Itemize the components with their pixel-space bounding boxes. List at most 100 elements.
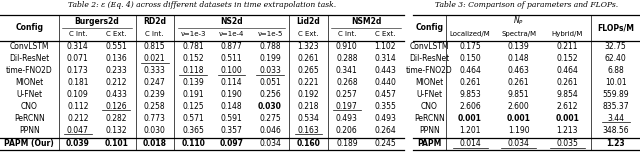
Text: 0.275: 0.275 xyxy=(259,114,281,123)
Text: 32.75: 32.75 xyxy=(605,42,627,51)
Text: NSM2d: NSM2d xyxy=(351,17,381,26)
Text: 0.355: 0.355 xyxy=(374,102,396,111)
Text: 0.014: 0.014 xyxy=(459,139,481,148)
Text: 0.101: 0.101 xyxy=(104,139,128,148)
Text: 0.357: 0.357 xyxy=(221,125,243,134)
Text: NS2d: NS2d xyxy=(220,17,243,26)
Text: 0.261: 0.261 xyxy=(298,54,319,63)
Text: 0.245: 0.245 xyxy=(374,139,396,148)
Text: Hybrid/M: Hybrid/M xyxy=(552,31,583,37)
Text: 0.571: 0.571 xyxy=(182,114,204,123)
Text: 0.199: 0.199 xyxy=(259,54,281,63)
Text: 0.464: 0.464 xyxy=(459,66,481,75)
Text: 0.493: 0.493 xyxy=(336,114,358,123)
Text: time-FNO2D: time-FNO2D xyxy=(6,66,52,75)
Text: 0.333: 0.333 xyxy=(144,66,166,75)
Text: 0.173: 0.173 xyxy=(67,66,89,75)
Text: 0.591: 0.591 xyxy=(221,114,243,123)
Text: 1.102: 1.102 xyxy=(374,42,396,51)
Text: $N_P$: $N_P$ xyxy=(513,15,524,27)
Text: MIONet: MIONet xyxy=(415,78,444,87)
Text: 0.118: 0.118 xyxy=(182,66,204,75)
Text: C Int.: C Int. xyxy=(337,31,356,37)
Text: 0.218: 0.218 xyxy=(298,102,319,111)
Text: 0.443: 0.443 xyxy=(374,66,396,75)
Text: 0.910: 0.910 xyxy=(336,42,358,51)
Text: 0.314: 0.314 xyxy=(67,42,89,51)
Text: 2.606: 2.606 xyxy=(459,102,481,111)
Text: 0.233: 0.233 xyxy=(106,66,127,75)
Text: 0.211: 0.211 xyxy=(556,42,578,51)
Text: CNO: CNO xyxy=(421,102,438,111)
Text: ν=1e-5: ν=1e-5 xyxy=(257,31,283,37)
Text: 3.44: 3.44 xyxy=(607,114,624,123)
Text: 0.034: 0.034 xyxy=(259,139,281,148)
Text: PPNN: PPNN xyxy=(19,125,40,134)
Text: 6.88: 6.88 xyxy=(607,66,624,75)
Text: 0.457: 0.457 xyxy=(374,90,396,99)
Text: 1.23: 1.23 xyxy=(607,139,625,148)
Text: PPNN: PPNN xyxy=(419,125,440,134)
Text: 0.265: 0.265 xyxy=(298,66,319,75)
Text: 0.773: 0.773 xyxy=(144,114,166,123)
Text: 0.071: 0.071 xyxy=(67,54,89,63)
Text: ν=1e-3: ν=1e-3 xyxy=(180,31,206,37)
Text: 2.612: 2.612 xyxy=(556,102,578,111)
Text: 0.136: 0.136 xyxy=(106,54,127,63)
Text: 0.551: 0.551 xyxy=(106,42,127,51)
Text: 348.56: 348.56 xyxy=(602,125,629,134)
Text: 1.190: 1.190 xyxy=(508,125,529,134)
Text: 0.258: 0.258 xyxy=(144,102,166,111)
Text: ConvLSTM: ConvLSTM xyxy=(10,42,49,51)
Text: 0.464: 0.464 xyxy=(556,66,578,75)
Text: 0.365: 0.365 xyxy=(182,125,204,134)
Text: 0.197: 0.197 xyxy=(336,102,358,111)
Text: CNO: CNO xyxy=(21,102,38,111)
Text: 0.264: 0.264 xyxy=(374,125,396,134)
Text: C Int.: C Int. xyxy=(145,31,164,37)
Text: Localized/M: Localized/M xyxy=(450,31,490,37)
Text: C Ext.: C Ext. xyxy=(106,31,127,37)
Text: 0.314: 0.314 xyxy=(374,54,396,63)
Text: PeRCNN: PeRCNN xyxy=(14,114,45,123)
Text: 0.110: 0.110 xyxy=(181,139,205,148)
Text: 0.148: 0.148 xyxy=(221,102,243,111)
Text: 0.035: 0.035 xyxy=(556,139,578,148)
Text: Lid2d: Lid2d xyxy=(296,17,320,26)
Text: 0.463: 0.463 xyxy=(508,66,529,75)
Text: 0.282: 0.282 xyxy=(106,114,127,123)
Text: 0.109: 0.109 xyxy=(67,90,89,99)
Text: Dil-ResNet: Dil-ResNet xyxy=(9,54,49,63)
Text: 0.788: 0.788 xyxy=(259,42,281,51)
Text: 0.001: 0.001 xyxy=(507,114,531,123)
Text: 0.493: 0.493 xyxy=(374,114,396,123)
Text: 0.256: 0.256 xyxy=(259,90,281,99)
Text: 0.181: 0.181 xyxy=(67,78,88,87)
Text: 0.001: 0.001 xyxy=(458,114,482,123)
Text: 0.034: 0.034 xyxy=(508,139,529,148)
Text: 0.132: 0.132 xyxy=(106,125,127,134)
Text: 62.40: 62.40 xyxy=(605,54,627,63)
Text: 0.534: 0.534 xyxy=(298,114,319,123)
Text: 0.100: 0.100 xyxy=(221,66,243,75)
Text: U-FNet: U-FNet xyxy=(416,90,442,99)
Text: 1.201: 1.201 xyxy=(460,125,481,134)
Text: RD2d: RD2d xyxy=(143,17,166,26)
Text: 0.139: 0.139 xyxy=(508,42,529,51)
Text: 0.097: 0.097 xyxy=(220,139,244,148)
Text: 0.268: 0.268 xyxy=(336,78,358,87)
Text: PAPM (Our): PAPM (Our) xyxy=(4,139,54,148)
Text: Burgers2d: Burgers2d xyxy=(75,17,120,26)
Text: 0.511: 0.511 xyxy=(221,54,243,63)
Text: 0.239: 0.239 xyxy=(144,90,166,99)
Text: FLOPs/M: FLOPs/M xyxy=(597,23,634,32)
Text: 0.212: 0.212 xyxy=(106,78,127,87)
Text: 0.781: 0.781 xyxy=(182,42,204,51)
Text: 0.433: 0.433 xyxy=(106,90,127,99)
Text: 0.288: 0.288 xyxy=(336,54,358,63)
Text: 0.051: 0.051 xyxy=(259,78,281,87)
Text: 0.018: 0.018 xyxy=(143,139,166,148)
Text: 0.341: 0.341 xyxy=(336,66,358,75)
Text: 0.189: 0.189 xyxy=(336,139,358,148)
Text: 0.206: 0.206 xyxy=(336,125,358,134)
